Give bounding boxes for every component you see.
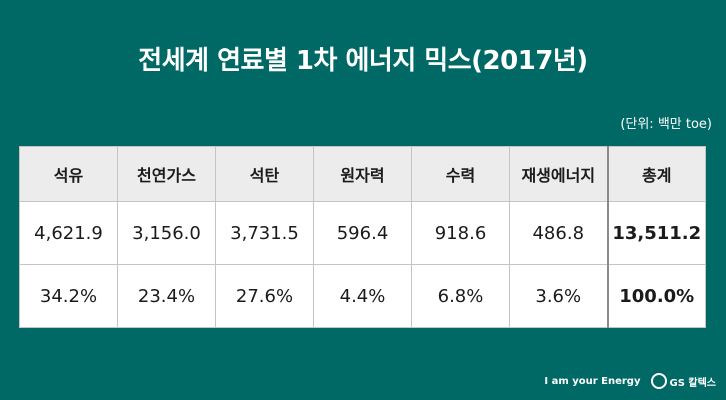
header-total: 총계 bbox=[606, 146, 706, 202]
cell-total: 13,511.2 bbox=[606, 201, 706, 265]
header-oil: 석유 bbox=[19, 146, 118, 202]
cell: 3.6% bbox=[509, 264, 608, 328]
cell: 4,621.9 bbox=[19, 201, 118, 265]
brand-logo: GS 칼텍스 bbox=[650, 373, 717, 389]
cell: 34.2% bbox=[19, 264, 118, 328]
cell: 23.4% bbox=[117, 264, 216, 328]
page-title: 전세계 연료별 1차 에너지 믹스(2017년) bbox=[138, 46, 588, 76]
cell: 6.8% bbox=[411, 264, 510, 328]
cell: 918.6 bbox=[411, 201, 510, 265]
table-row: 4,621.9 3,156.0 3,731.5 596.4 918.6 486.… bbox=[19, 201, 706, 265]
table-row: 34.2% 23.4% 27.6% 4.4% 6.8% 3.6% 100.0% bbox=[19, 264, 706, 328]
cell: 486.8 bbox=[509, 201, 608, 265]
brand-name: GS 칼텍스 bbox=[669, 377, 717, 389]
header-nuclear: 원자력 bbox=[313, 146, 412, 202]
gs-logo-icon bbox=[650, 373, 667, 389]
header-row: 석유 천연가스 석탄 원자력 수력 재생에너지 총계 bbox=[19, 146, 706, 202]
cell: 596.4 bbox=[313, 201, 412, 265]
header-natural-gas: 천연가스 bbox=[117, 146, 216, 202]
energy-mix-table: 석유 천연가스 석탄 원자력 수력 재생에너지 총계 4,621.9 3,156… bbox=[19, 146, 706, 328]
cell: 3,731.5 bbox=[215, 201, 314, 265]
cell-total: 100.0% bbox=[606, 264, 706, 328]
header-hydro: 수력 bbox=[411, 146, 510, 202]
footer: I am your Energy GS 칼텍스 bbox=[544, 373, 716, 389]
unit-label: (단위: 백만 toe) bbox=[620, 117, 712, 132]
slogan: I am your Energy bbox=[544, 375, 641, 387]
cell: 27.6% bbox=[215, 264, 314, 328]
cell: 3,156.0 bbox=[117, 201, 216, 265]
cell: 4.4% bbox=[313, 264, 412, 328]
header-renewable: 재생에너지 bbox=[509, 146, 608, 202]
header-coal: 석탄 bbox=[215, 146, 314, 202]
